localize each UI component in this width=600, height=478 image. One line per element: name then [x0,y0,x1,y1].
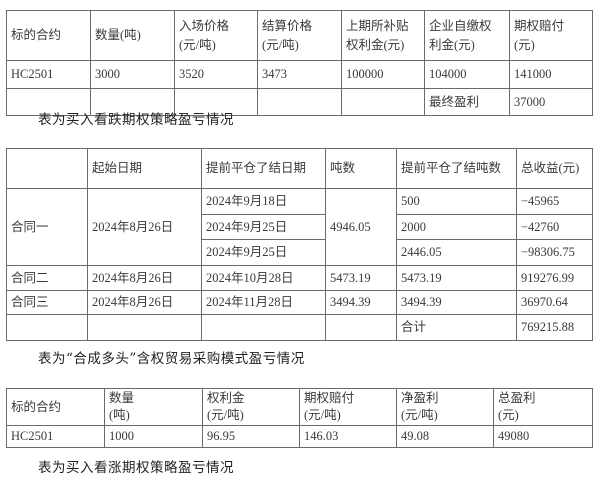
empty-cell [201,314,326,341]
table-row: 2024年9月25日 2446.05 −98306.75 [7,239,593,266]
close-tons: 500 [396,188,517,215]
cell: 100000 [341,60,425,89]
empty-cell [6,88,91,116]
header-cell: 标的合约 [6,388,105,426]
header-row: 标的合约 数量(吨) 入场价格 (元/吨) 结算价格 (元/吨) 上期所补贴 权… [6,10,593,61]
header-cell: 提前平仓了结吨数 [396,148,517,189]
cell: 3520 [174,60,258,89]
header-cell: 数量 (吨) [104,388,203,426]
start-date: 2024年8月26日 [87,265,202,291]
empty-cell [90,88,175,116]
total-value: 769215.88 [516,314,593,341]
header-cell: 期权赔付 (元) [509,10,593,61]
income: −98306.75 [516,239,593,266]
cell: 96.95 [202,425,300,448]
cell: 146.03 [299,425,397,448]
header-cell: 起始日期 [87,148,202,189]
header-cell: 期权赔付 (元/吨) [299,388,397,426]
start-date: 2024年8月26日 [87,188,202,266]
cell: 3473 [257,60,342,89]
header-row: 起始日期 提前平仓了结日期 吨数 提前平仓了结吨数 总收益(元) [6,148,593,189]
synthetic-long-table: 起始日期 提前平仓了结日期 吨数 提前平仓了结吨数 总收益(元) 合同一 202… [6,148,593,341]
table-row: 合同二 2024年8月26日 2024年10月28日 5473.19 5473.… [6,265,593,291]
final-profit-label: 最终盈利 [424,88,510,116]
close-date: 2024年9月25日 [201,239,326,266]
cell: 1000 [104,425,203,448]
header-cell: 结算价格 (元/吨) [257,10,342,61]
put-option-table: 标的合约 数量(吨) 入场价格 (元/吨) 结算价格 (元/吨) 上期所补贴 权… [6,10,593,116]
total-row: 合计 769215.88 [6,314,593,341]
empty-cell [6,314,88,341]
empty-cell [325,314,397,341]
close-tons: 2000 [396,214,517,240]
header-cell: 提前平仓了结日期 [201,148,326,189]
income: 919276.99 [516,265,593,291]
tons: 3494.39 [325,290,397,315]
income: −45965 [516,188,593,215]
table-row: HC2501 3000 3520 3473 100000 104000 1410… [6,60,593,89]
empty-cell [87,314,202,341]
income: 36970.64 [516,290,593,315]
header-cell: 总盈利 (元) [493,388,593,426]
cell: 104000 [424,60,510,89]
header-cell: 上期所补贴 权利金(元) [341,10,425,61]
cell: 49080 [493,425,593,448]
close-date: 2024年9月25日 [201,214,326,240]
table1-caption: 表为买入看跌期权策略盈亏情况 [38,112,234,128]
empty-cell [174,88,258,116]
tons: 5473.19 [325,265,397,291]
header-cell: 总收益(元) [516,148,593,189]
close-date: 2024年9月18日 [201,188,326,215]
contract-name: 合同一 [6,188,88,266]
header-cell: 入场价格 (元/吨) [174,10,258,61]
close-tons: 3494.39 [396,290,517,315]
table-row: 合同三 2024年8月26日 2024年11月28日 3494.39 3494.… [6,290,593,315]
cell: 49.08 [396,425,494,448]
header-cell: 标的合约 [6,10,91,61]
header-row: 标的合约 数量 (吨) 权利金 (元/吨) 期权赔付 (元/吨) 净盈利 (元/… [6,388,593,426]
close-tons: 2446.05 [396,239,517,266]
final-profit-row: 最终盈利 37000 [6,88,593,116]
close-date: 2024年11月28日 [201,290,326,315]
header-cell: 权利金 (元/吨) [202,388,300,426]
cell: HC2501 [6,425,105,448]
table-row: 合同一 2024年8月26日 2024年9月18日 4946.05 500 −4… [6,188,593,266]
cell: 141000 [509,60,593,89]
start-date: 2024年8月26日 [87,290,202,315]
cell: HC2501 [6,60,91,89]
table3-caption: 表为买入看涨期权策略盈亏情况 [38,460,234,476]
close-tons: 5473.19 [396,265,517,291]
empty-cell [257,88,342,116]
header-cell [6,148,88,189]
call-option-table: 标的合约 数量 (吨) 权利金 (元/吨) 期权赔付 (元/吨) 净盈利 (元/… [6,388,593,448]
table2-caption: 表为“合成多头”含权贸易采购模式盈亏情况 [38,351,305,367]
header-cell: 净盈利 (元/吨) [396,388,494,426]
header-cell: 数量(吨) [90,10,175,61]
header-cell: 企业自缴权 利金(元) [424,10,510,61]
table-row: 2024年9月25日 2000 −42760 [7,214,593,240]
close-date: 2024年10月28日 [201,265,326,291]
empty-cell [341,88,425,116]
total-label: 合计 [396,314,517,341]
header-cell: 吨数 [325,148,397,189]
contract-name: 合同二 [6,265,88,291]
final-profit-value: 37000 [509,88,593,116]
table-row: HC2501 1000 96.95 146.03 49.08 49080 [6,425,593,448]
contract-name: 合同三 [6,290,88,315]
income: −42760 [516,214,593,240]
cell: 3000 [90,60,175,89]
tons: 4946.05 [325,188,397,266]
